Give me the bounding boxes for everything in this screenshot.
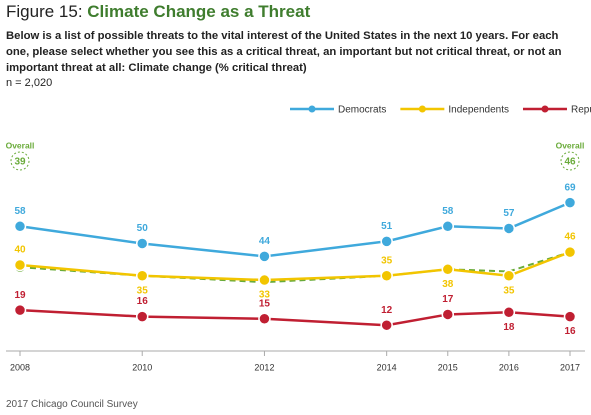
data-label: 18 [503,322,515,333]
overall-name: Overall [6,140,35,150]
series-line [19,250,571,282]
data-label: 58 [14,206,26,217]
point [380,318,393,332]
figure-label: Figure 15: [6,2,83,21]
overall-name: Overall [556,140,585,150]
data-label: 33 [259,290,271,301]
overall-label: 39 [14,157,26,168]
legend-dot [541,105,549,113]
x-tick-label: 2016 [499,362,519,372]
legend-label: Independents [448,105,509,116]
point [380,235,393,248]
point [502,306,516,319]
point [563,196,577,209]
x-tick-label: 2014 [377,362,397,372]
point [441,308,455,321]
data-label: 19 [14,290,26,301]
data-label: 57 [503,208,515,219]
subtitle-emphasis: Climate change (% critical threat) [128,62,307,74]
legend-dot [418,105,426,113]
data-label: 40 [14,245,26,256]
data-label: 69 [564,182,576,193]
data-label: 17 [442,294,454,305]
data-label: 35 [381,255,393,266]
point [258,250,271,263]
header: Figure 15: Climate Change as a Threat Be… [6,2,584,91]
point [563,245,577,259]
overall-badge [10,151,30,171]
data-label: 58 [442,206,454,217]
point [135,310,149,323]
data-label: 46 [564,232,576,243]
point [135,237,149,250]
x-tick-label: 2008 [10,362,30,372]
x-tick-label: 2010 [132,362,152,372]
subtitle: Below is a list of possible threats to t… [6,28,584,76]
series-line [19,308,571,327]
overall-badge [560,151,580,171]
point [13,303,27,317]
point [258,273,271,287]
x-tick-label: 2015 [438,362,458,372]
legend-dot [308,105,316,113]
data-label: 51 [381,221,393,232]
legend-label: Democrats [338,105,386,116]
overall-line [19,251,571,284]
data-label: 35 [137,285,149,296]
point [502,269,516,282]
data-label: 16 [564,326,576,337]
data-label: 50 [137,223,149,234]
point [441,220,455,233]
point [502,222,516,235]
series-line [19,201,571,258]
x-tick-label: 2017 [560,362,580,372]
data-label: 35 [503,285,515,296]
data-label: 44 [259,236,271,247]
data-label: 15 [259,298,271,309]
point [13,258,27,272]
title: Figure 15: Climate Change as a Threat [6,2,584,22]
x-tick-label: 2012 [254,362,274,372]
source: 2017 Chicago Council Survey [6,399,138,410]
subtitle-text: Below is a list of possible threats to t… [6,30,562,74]
data-label: 16 [137,296,149,307]
overall-label: 46 [564,157,576,168]
point [380,269,393,282]
sample-size: n = 2,020 [6,77,53,89]
point [13,220,27,233]
data-label: 12 [381,305,393,316]
point [441,263,455,276]
point [135,269,149,282]
legend-label: Republicans [571,105,591,116]
data-label: 38 [442,279,454,290]
point [258,312,271,325]
point [563,310,577,323]
chart-title: Climate Change as a Threat [87,2,311,21]
